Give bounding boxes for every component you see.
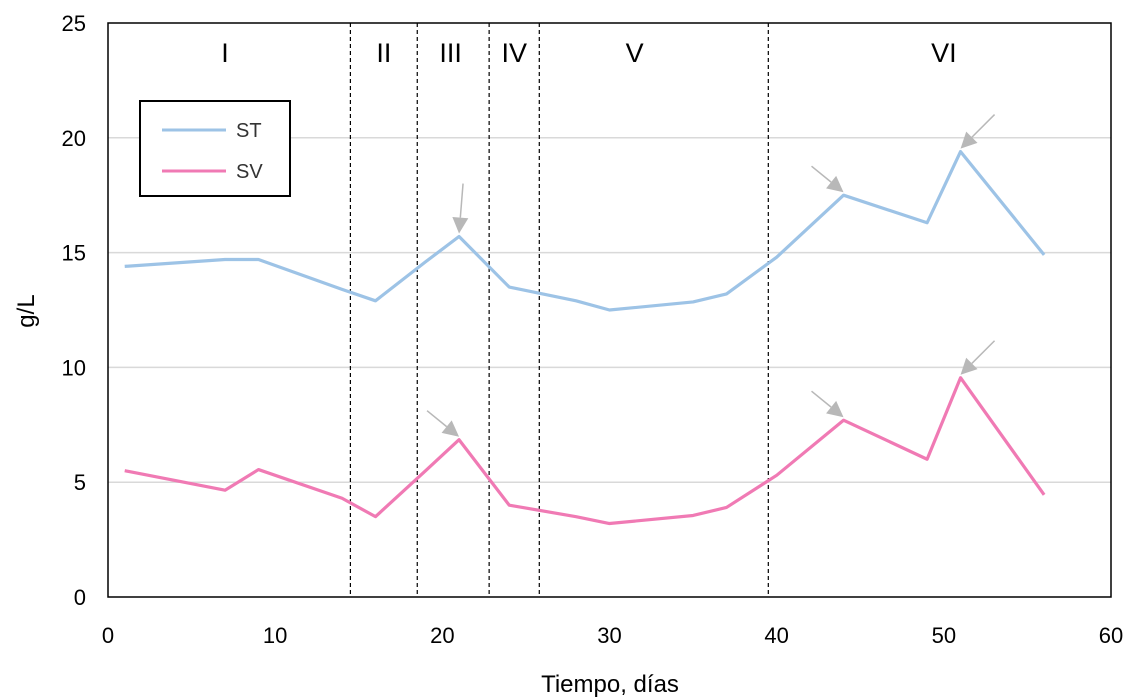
phase-labels: I II III IV V VI (221, 38, 956, 68)
x-tick-label-10: 10 (263, 623, 287, 648)
legend-box (139, 100, 291, 197)
x-tick-label-20: 20 (430, 623, 454, 648)
x-axis-title: Tiempo, días (541, 671, 679, 698)
y-tick-label-20: 20 (62, 126, 86, 151)
legend-label-sv: SV (236, 161, 263, 183)
annotation-arrow-6 (960, 340, 996, 375)
phase-label-4: IV (501, 38, 527, 68)
y-tick-labels: 0 5 10 15 20 25 (62, 11, 86, 610)
phase-label-3: III (439, 38, 462, 68)
annotation-arrow-3 (960, 114, 996, 149)
y-tick-label-10: 10 (62, 355, 86, 380)
phase-label-5: V (626, 38, 644, 68)
y-tick-label-0: 0 (74, 585, 86, 610)
x-tick-label-0: 0 (102, 623, 114, 648)
y-axis-title: g/L (13, 294, 40, 327)
series-line-sv (124, 376, 1046, 526)
x-tick-label-60: 60 (1099, 623, 1123, 648)
annotation-arrow-4 (426, 410, 460, 437)
annotation-arrow-2 (811, 165, 844, 193)
x-tick-label-40: 40 (764, 623, 788, 648)
x-tick-label-30: 30 (597, 623, 621, 648)
phase-label-2: II (376, 38, 391, 68)
phase-label-1: I (221, 38, 229, 68)
y-tick-label-15: 15 (62, 241, 86, 266)
phase-label-6: VI (931, 38, 957, 68)
plot-frame (107, 22, 1112, 598)
annotation-arrow-1 (452, 183, 469, 234)
y-tick-label-25: 25 (62, 11, 86, 36)
annotation-arrows (426, 114, 996, 437)
legend: ST SV (139, 100, 291, 197)
x-tick-labels: 0 10 20 30 40 50 60 (102, 623, 1123, 648)
legend-label-st: ST (236, 120, 262, 142)
annotation-arrow-5 (811, 390, 844, 418)
series-lines (124, 149, 1046, 526)
x-tick-label-50: 50 (932, 623, 956, 648)
y-tick-label-5: 5 (74, 470, 86, 495)
series-line-st (124, 149, 1046, 312)
